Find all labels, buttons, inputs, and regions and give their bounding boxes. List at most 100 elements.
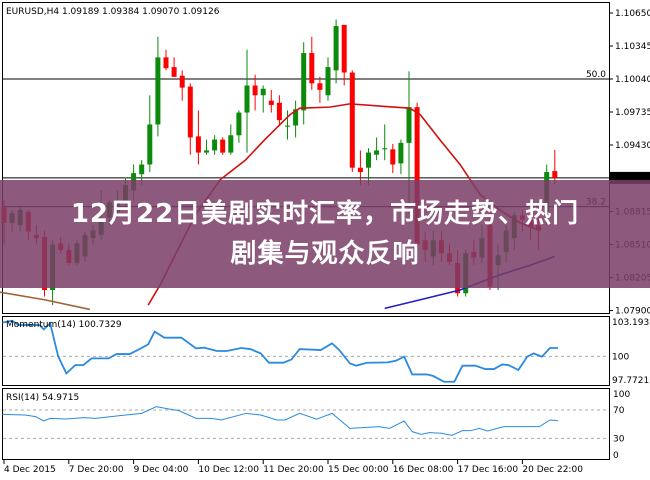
candle xyxy=(212,135,218,155)
candle xyxy=(285,110,290,140)
candle-body xyxy=(204,150,209,153)
candle-body xyxy=(244,85,250,113)
candle-body xyxy=(171,67,177,77)
candle-body xyxy=(382,148,388,150)
candle xyxy=(171,57,177,77)
candle-body xyxy=(366,152,371,168)
candle-body xyxy=(187,86,193,138)
candle xyxy=(268,89,274,113)
time-axis-label: 9 Dec 04:00 xyxy=(134,465,189,475)
candle-body xyxy=(317,83,323,90)
candle-body xyxy=(163,57,169,69)
candle xyxy=(163,49,169,71)
momentum-axis-label: 103.1932 xyxy=(612,318,650,328)
candle xyxy=(357,150,363,186)
candle xyxy=(179,70,185,101)
headline-banner: 12月22日美剧实时汇率，市场走势、热门 剧集与观众反响 xyxy=(0,180,650,288)
candle xyxy=(236,110,242,143)
candle xyxy=(325,57,331,101)
chart-header-symbol: EURUSD,H4 1.09189 1.09384 1.09070 1.0912… xyxy=(6,7,220,17)
candle xyxy=(155,36,161,137)
candle-body xyxy=(139,164,145,175)
price-axis-label: 1.10345 xyxy=(615,42,650,52)
candle-body xyxy=(268,100,274,105)
rsi-axis-label: 0 xyxy=(613,451,619,461)
headline-line-1: 12月22日美剧实时汇率，市场走势、热门 xyxy=(70,199,580,229)
candle-body xyxy=(414,107,420,245)
candle xyxy=(317,76,323,103)
candle xyxy=(374,137,380,161)
price-axis-label: 1.07900 xyxy=(615,307,650,317)
current-price-label: 1.09126 xyxy=(615,174,650,184)
time-axis-label: 16 Dec 08:00 xyxy=(393,465,454,475)
fib-level-label: 50.0 xyxy=(586,70,606,80)
candle-body xyxy=(220,139,226,153)
candle-body xyxy=(236,112,242,136)
candle xyxy=(260,85,266,113)
candle-body xyxy=(349,72,355,168)
candle-body xyxy=(552,171,558,178)
time-axis-label: 17 Dec 16:00 xyxy=(458,465,519,475)
candle-body xyxy=(179,75,185,88)
time-axis-label: 10 Dec 12:00 xyxy=(198,465,259,475)
momentum-panel-frame xyxy=(2,316,610,386)
candle xyxy=(398,139,404,175)
price-axis-label: 1.10650 xyxy=(615,9,650,19)
candle xyxy=(276,95,282,125)
candle xyxy=(228,124,234,155)
candle-body xyxy=(155,57,161,125)
momentum-axis-label: 97.7721 xyxy=(612,376,649,386)
price-axis-label: 1.09735 xyxy=(615,108,650,118)
indicator-lines xyxy=(2,319,609,439)
time-axis-label: 15 Dec 00:00 xyxy=(328,465,389,475)
panel-frames xyxy=(2,2,610,460)
rsi-title: RSI(14) 54.9715 xyxy=(6,393,79,403)
candle-body xyxy=(309,53,315,84)
rsi-line xyxy=(2,406,559,436)
candle-body xyxy=(285,125,290,127)
candle-body xyxy=(406,107,412,143)
rsi-axis-label: 100 xyxy=(613,390,630,400)
headline-line-2: 剧集与观众反响 xyxy=(230,239,420,269)
candle xyxy=(220,137,226,155)
candle xyxy=(147,95,153,173)
candle-body xyxy=(147,124,153,165)
candle xyxy=(390,143,396,174)
ma-brown-line xyxy=(0,291,91,311)
candle xyxy=(187,83,193,155)
time-axis-label: 7 Dec 20:00 xyxy=(69,465,124,475)
candle xyxy=(293,100,299,138)
candle xyxy=(301,42,307,125)
momentum-line xyxy=(2,319,559,383)
time-axis-label: 20 Dec 22:00 xyxy=(522,465,583,475)
candle-body xyxy=(260,88,266,96)
candle-body xyxy=(293,109,299,126)
price-axis-label: 1.10040 xyxy=(615,75,650,85)
price-axis-label: 1.09430 xyxy=(615,141,650,151)
time-axis-label: 11 Dec 20:00 xyxy=(263,465,324,475)
candle-body xyxy=(357,167,363,173)
candle xyxy=(309,36,315,90)
candle-body xyxy=(333,25,339,71)
candle-body xyxy=(374,150,380,155)
momentum-axis-label: 100 xyxy=(612,352,629,362)
candle xyxy=(382,124,388,161)
candle xyxy=(333,19,339,84)
rsi-panel-frame xyxy=(2,388,610,460)
candle-body xyxy=(252,85,258,96)
candle xyxy=(552,149,558,184)
candle xyxy=(195,110,201,165)
candle-body xyxy=(398,142,404,164)
candle-body xyxy=(228,135,234,153)
candle xyxy=(349,70,355,173)
candle xyxy=(252,74,258,111)
candle xyxy=(366,148,371,186)
momentum-title: Momentum(14) 100.7329 xyxy=(6,320,122,330)
candle xyxy=(341,24,347,86)
rsi-axis-label: 70 xyxy=(613,406,625,416)
candle-body xyxy=(212,139,218,151)
candle-body xyxy=(301,53,307,111)
main-panel-frame xyxy=(2,2,610,314)
candle xyxy=(244,49,250,153)
candle-body xyxy=(390,149,396,165)
